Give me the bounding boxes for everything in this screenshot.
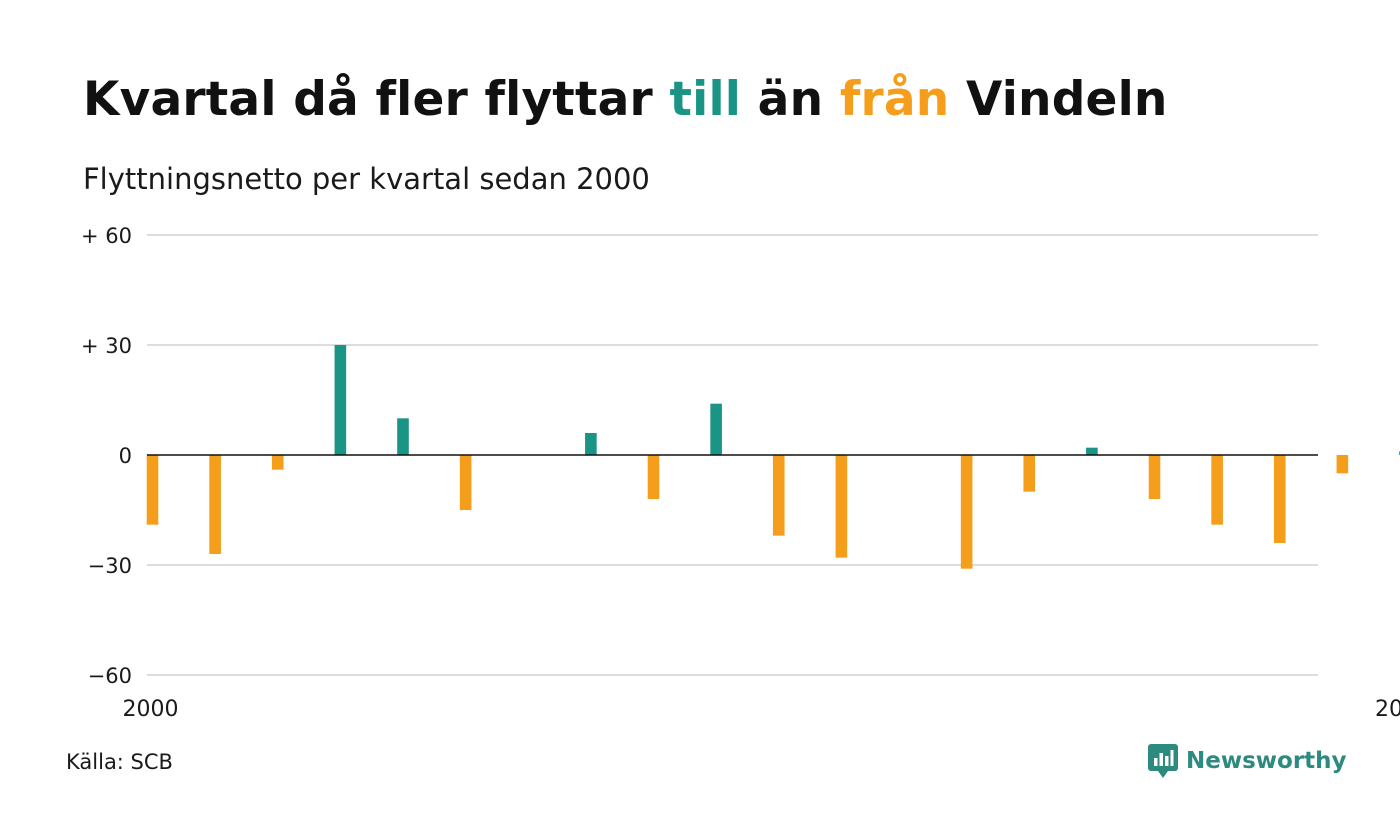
y-tick-label: −60	[88, 664, 132, 688]
y-tick-label: −30	[88, 554, 132, 578]
x-tick-label: 2000	[123, 697, 179, 722]
y-tick-label: + 60	[81, 224, 132, 248]
x-axis-tick-labels: 20002005201020152020	[123, 697, 1400, 722]
y-tick-label: 0	[119, 444, 132, 468]
newsworthy-brand[interactable]: Newsworthy	[1148, 744, 1347, 778]
bar	[1211, 455, 1223, 525]
bar	[1086, 447, 1098, 455]
y-tick-label: + 30	[81, 334, 132, 358]
title-part-3: Vindeln	[949, 72, 1168, 127]
y-axis-tick-labels: + 60 + 30 0 −30 −60	[81, 224, 132, 688]
bar	[271, 455, 284, 470]
bar	[209, 455, 221, 554]
bar	[334, 345, 347, 455]
brand-name: Newsworthy	[1186, 748, 1347, 774]
bar	[960, 455, 973, 569]
x-tick-label: 2005	[1375, 697, 1400, 722]
bar	[1023, 455, 1036, 492]
bar	[1273, 455, 1286, 543]
bar	[1148, 455, 1161, 499]
bar	[647, 455, 660, 499]
bar	[585, 433, 597, 455]
bar	[459, 455, 472, 510]
grid-lines	[147, 234, 1318, 676]
chart-subtitle: Flyttningsnetto per kvartal sedan 2000	[83, 162, 650, 196]
bar	[710, 403, 722, 455]
bar	[772, 455, 785, 536]
source-note: Källa: SCB	[66, 750, 173, 774]
bar	[397, 418, 409, 455]
bar	[1336, 455, 1349, 474]
newsworthy-logo-icon	[1148, 744, 1178, 778]
bar	[835, 455, 848, 558]
chart-title: Kvartal då fler flyttar till än från Vin…	[83, 72, 1168, 127]
title-highlight-fran: från	[839, 72, 950, 127]
bar	[146, 455, 159, 525]
bars	[146, 345, 1400, 569]
net-migration-bar-chart: + 60+ 300−30−60 20002005201020152020	[81, 224, 1400, 722]
title-part-2: än	[741, 72, 840, 127]
title-part-1: Kvartal då fler flyttar	[83, 72, 670, 127]
title-highlight-till: till	[669, 72, 742, 127]
